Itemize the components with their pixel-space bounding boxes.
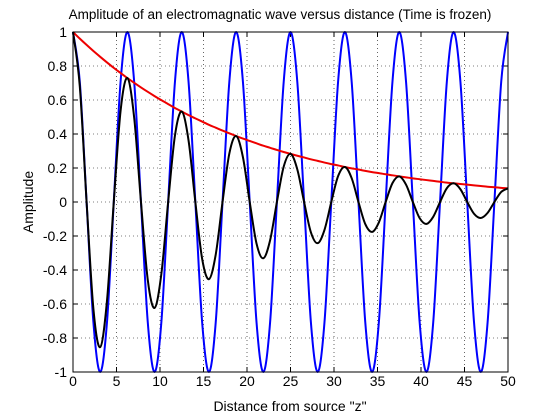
x-tick-label: 30 <box>326 373 342 389</box>
y-tick-label: 0 <box>59 194 67 210</box>
y-tick-label: -0.6 <box>43 296 67 312</box>
x-tick-label: 15 <box>196 373 212 389</box>
y-tick-label: 1 <box>59 24 67 40</box>
x-tick-label: 10 <box>152 373 168 389</box>
y-tick-label: -0.4 <box>43 262 67 278</box>
x-axis-label: Distance from source "z" <box>213 398 366 414</box>
x-tick-label: 0 <box>69 373 77 389</box>
axes-box <box>72 31 509 373</box>
y-tick-label: 0.6 <box>48 92 68 108</box>
x-tick-label: 40 <box>413 373 429 389</box>
x-tick-label: 25 <box>283 373 299 389</box>
y-tick-label: -1 <box>55 364 68 380</box>
line-series <box>72 31 509 349</box>
x-tick-label: 20 <box>239 373 255 389</box>
y-tick-label: -0.2 <box>43 228 67 244</box>
x-tick-label: 5 <box>113 373 121 389</box>
y-tick-label: 0.4 <box>48 126 68 142</box>
x-tick-label: 35 <box>370 373 386 389</box>
y-axis-label: Amplitude <box>20 171 36 233</box>
chart-title: Amplitude of an electromagnatic wave ver… <box>69 7 492 22</box>
y-tick-label: 0.8 <box>48 58 68 74</box>
y-tick-label: -0.8 <box>43 330 67 346</box>
x-tick-label: 50 <box>500 373 516 389</box>
x-tick-label: 45 <box>457 373 473 389</box>
y-tick-label: 0.2 <box>48 160 68 176</box>
